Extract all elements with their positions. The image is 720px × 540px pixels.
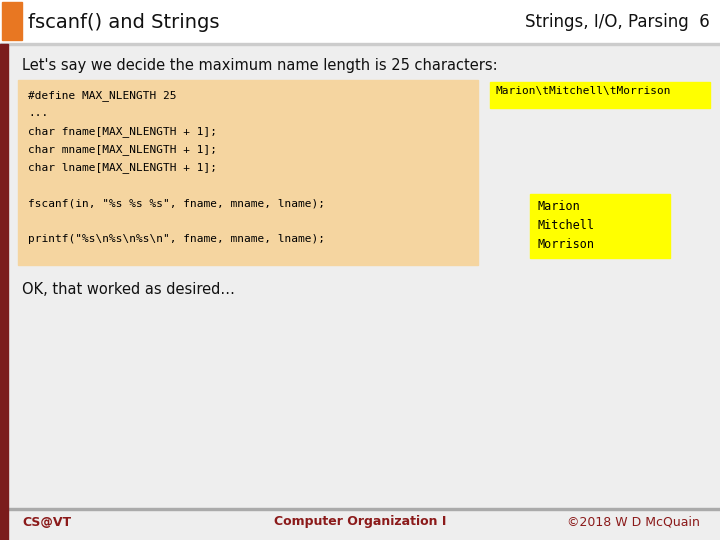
Bar bbox=[0, 0, 720, 44]
Text: Marion\tMitchell\tMorrison: Marion\tMitchell\tMorrison bbox=[496, 86, 672, 96]
Bar bbox=[18, 80, 478, 265]
Text: Morrison: Morrison bbox=[538, 238, 595, 251]
Text: OK, that worked as desired…: OK, that worked as desired… bbox=[22, 282, 235, 297]
Bar bbox=[490, 82, 710, 108]
Text: char mname[MAX_NLENGTH + 1];: char mname[MAX_NLENGTH + 1]; bbox=[28, 144, 217, 155]
Bar bbox=[530, 194, 670, 258]
Bar bbox=[0, 44, 8, 540]
Text: fscanf() and Strings: fscanf() and Strings bbox=[28, 12, 220, 31]
Text: #define MAX_NLENGTH 25: #define MAX_NLENGTH 25 bbox=[28, 90, 176, 101]
Text: printf("%s\n%s\n%s\n", fname, mname, lname);: printf("%s\n%s\n%s\n", fname, mname, lna… bbox=[28, 234, 325, 244]
Text: Marion: Marion bbox=[538, 200, 581, 213]
Text: Mitchell: Mitchell bbox=[538, 219, 595, 232]
Bar bbox=[0, 43, 720, 44]
Text: Computer Organization I: Computer Organization I bbox=[274, 516, 446, 529]
Text: fscanf(in, "%s %s %s", fname, mname, lname);: fscanf(in, "%s %s %s", fname, mname, lna… bbox=[28, 198, 325, 208]
Text: char lname[MAX_NLENGTH + 1];: char lname[MAX_NLENGTH + 1]; bbox=[28, 162, 217, 173]
Text: Strings, I/O, Parsing  6: Strings, I/O, Parsing 6 bbox=[526, 13, 710, 31]
Text: ...: ... bbox=[28, 108, 48, 118]
Bar bbox=[0, 508, 720, 510]
Text: char fname[MAX_NLENGTH + 1];: char fname[MAX_NLENGTH + 1]; bbox=[28, 126, 217, 137]
Text: CS@VT: CS@VT bbox=[22, 516, 71, 529]
Text: Let's say we decide the maximum name length is 25 characters:: Let's say we decide the maximum name len… bbox=[22, 58, 498, 73]
Bar bbox=[2, 2, 22, 40]
Text: ©2018 W D McQuain: ©2018 W D McQuain bbox=[567, 516, 700, 529]
